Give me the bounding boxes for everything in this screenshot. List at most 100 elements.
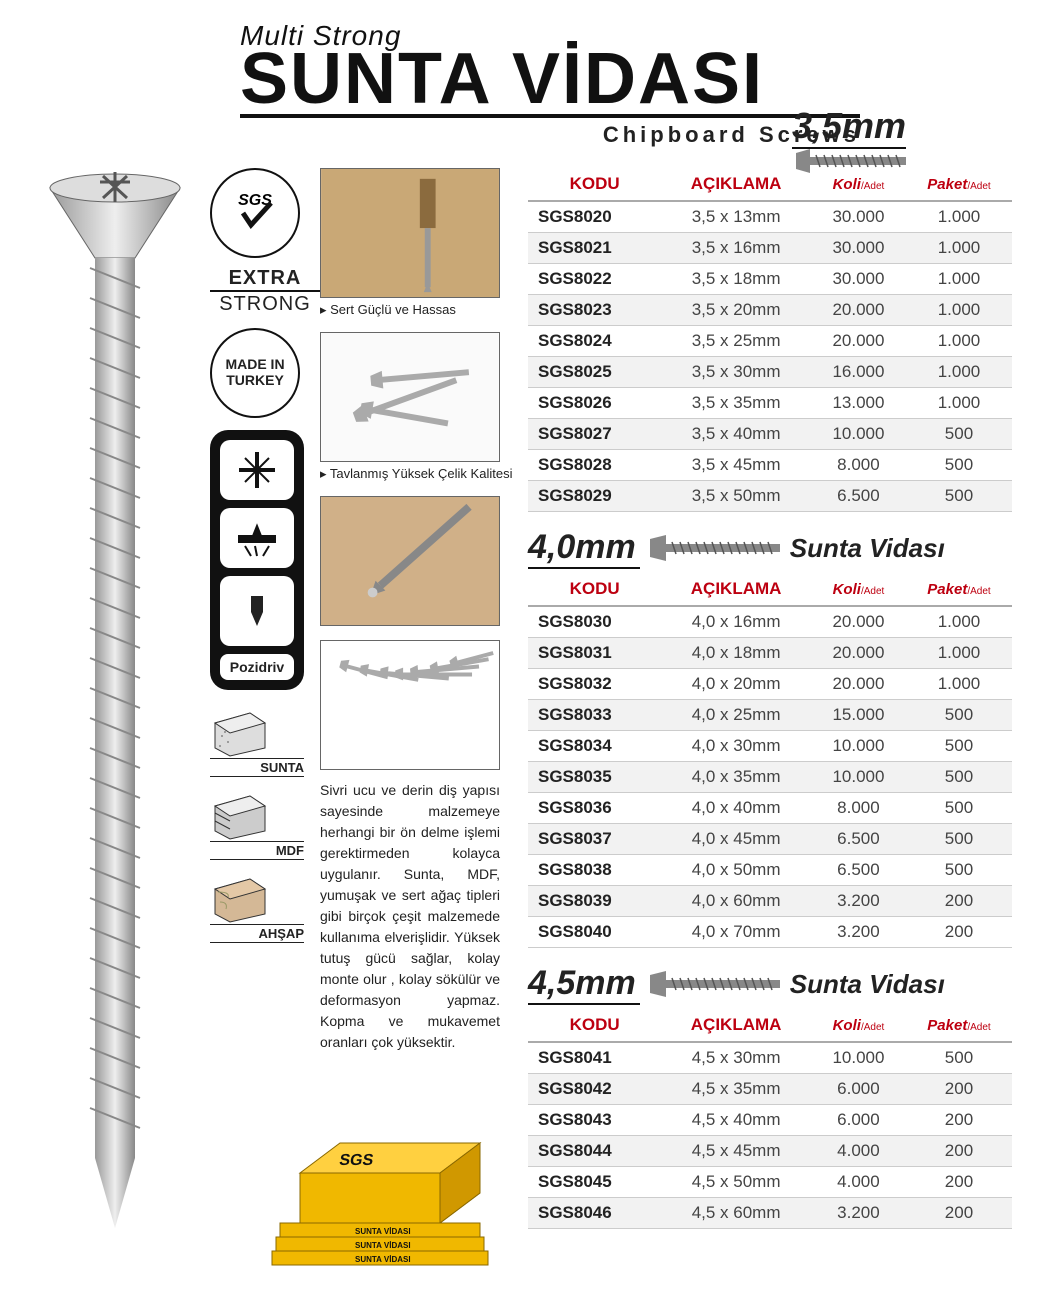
cell-code: SGS8041 bbox=[528, 1042, 661, 1074]
cell-koli: 20.000 bbox=[811, 668, 906, 699]
cell-code: SGS8025 bbox=[528, 356, 661, 387]
cell-paket: 500 bbox=[906, 1042, 1012, 1074]
cell-koli: 10.000 bbox=[811, 730, 906, 761]
table-row: SGS80283,5 x 45mm8.000500 bbox=[528, 449, 1012, 480]
th-kodu: KODU bbox=[528, 573, 661, 606]
cell-koli: 10.000 bbox=[811, 761, 906, 792]
cell-koli: 20.000 bbox=[811, 325, 906, 356]
cell-koli: 30.000 bbox=[811, 201, 906, 233]
th-koli: Koli/Adet bbox=[811, 573, 906, 606]
extra-label: EXTRA bbox=[210, 268, 320, 288]
countersink-icon bbox=[220, 508, 294, 568]
cell-desc: 3,5 x 35mm bbox=[661, 387, 811, 418]
table-row: SGS80404,0 x 70mm3.200200 bbox=[528, 916, 1012, 947]
cell-paket: 500 bbox=[906, 480, 1012, 511]
cell-koli: 13.000 bbox=[811, 387, 906, 418]
cell-paket: 1.000 bbox=[906, 294, 1012, 325]
cell-desc: 4,0 x 25mm bbox=[661, 699, 811, 730]
cell-code: SGS8046 bbox=[528, 1197, 661, 1228]
cell-code: SGS8029 bbox=[528, 480, 661, 511]
table-row: SGS80273,5 x 40mm10.000500 bbox=[528, 418, 1012, 449]
cell-desc: 3,5 x 16mm bbox=[661, 232, 811, 263]
col-tables: KODUAÇIKLAMAKoli/AdetPaket/AdetSGS80203,… bbox=[520, 158, 1012, 1288]
table-row: SGS80364,0 x 40mm8.000500 bbox=[528, 792, 1012, 823]
screw-icon bbox=[650, 535, 780, 561]
material-ahsap bbox=[210, 874, 304, 924]
table-row: SGS80314,0 x 18mm20.0001.000 bbox=[528, 637, 1012, 668]
cell-desc: 4,5 x 45mm bbox=[661, 1135, 811, 1166]
table-row: SGS80263,5 x 35mm13.0001.000 bbox=[528, 387, 1012, 418]
cell-code: SGS8043 bbox=[528, 1104, 661, 1135]
cell-code: SGS8028 bbox=[528, 449, 661, 480]
cell-desc: 4,0 x 35mm bbox=[661, 761, 811, 792]
cell-code: SGS8027 bbox=[528, 418, 661, 449]
cell-code: SGS8044 bbox=[528, 1135, 661, 1166]
cell-desc: 4,5 x 30mm bbox=[661, 1042, 811, 1074]
cell-koli: 20.000 bbox=[811, 637, 906, 668]
table-row: SGS80304,0 x 16mm20.0001.000 bbox=[528, 606, 1012, 638]
cell-desc: 3,5 x 45mm bbox=[661, 449, 811, 480]
th-aciklama: AÇIKLAMA bbox=[661, 573, 811, 606]
cell-paket: 1.000 bbox=[906, 232, 1012, 263]
th-aciklama: AÇIKLAMA bbox=[661, 1009, 811, 1042]
cell-code: SGS8038 bbox=[528, 854, 661, 885]
cell-paket: 500 bbox=[906, 854, 1012, 885]
cell-code: SGS8033 bbox=[528, 699, 661, 730]
photo-2-caption: ▸ Tavlanmış Yüksek Çelik Kalitesi bbox=[320, 466, 520, 482]
cell-paket: 200 bbox=[906, 916, 1012, 947]
section-title: Sunta Vidası bbox=[790, 969, 945, 1000]
cell-paket: 500 bbox=[906, 761, 1012, 792]
table-row: SGS80253,5 x 30mm16.0001.000 bbox=[528, 356, 1012, 387]
table-row: SGS80454,5 x 50mm4.000200 bbox=[528, 1166, 1012, 1197]
cell-desc: 3,5 x 50mm bbox=[661, 480, 811, 511]
th-kodu: KODU bbox=[528, 168, 661, 201]
cell-koli: 6.000 bbox=[811, 1073, 906, 1104]
cell-paket: 500 bbox=[906, 823, 1012, 854]
cell-desc: 4,5 x 35mm bbox=[661, 1073, 811, 1104]
section-header: 4,5mmSunta Vidası bbox=[528, 964, 1012, 1005]
table-row: SGS80334,0 x 25mm15.000500 bbox=[528, 699, 1012, 730]
cell-koli: 10.000 bbox=[811, 1042, 906, 1074]
cell-desc: 4,0 x 16mm bbox=[661, 606, 811, 638]
cell-paket: 1.000 bbox=[906, 356, 1012, 387]
strong-label: STRONG bbox=[210, 290, 320, 314]
cell-paket: 1.000 bbox=[906, 263, 1012, 294]
made-country-label: TURKEY bbox=[225, 373, 284, 388]
cell-koli: 16.000 bbox=[811, 356, 906, 387]
cell-code: SGS8039 bbox=[528, 885, 661, 916]
cell-koli: 8.000 bbox=[811, 792, 906, 823]
cell-desc: 4,0 x 20mm bbox=[661, 668, 811, 699]
cell-code: SGS8040 bbox=[528, 916, 661, 947]
cell-desc: 3,5 x 25mm bbox=[661, 325, 811, 356]
cell-paket: 200 bbox=[906, 1166, 1012, 1197]
cell-desc: 3,5 x 18mm bbox=[661, 263, 811, 294]
cell-paket: 500 bbox=[906, 730, 1012, 761]
cell-koli: 10.000 bbox=[811, 418, 906, 449]
photo-4 bbox=[320, 640, 500, 770]
cell-paket: 1.000 bbox=[906, 668, 1012, 699]
cell-code: SGS8042 bbox=[528, 1073, 661, 1104]
photo-1-caption: ▸ Sert Güçlü ve Hassas bbox=[320, 302, 520, 318]
cell-code: SGS8031 bbox=[528, 637, 661, 668]
cell-code: SGS8020 bbox=[528, 201, 661, 233]
cell-koli: 4.000 bbox=[811, 1135, 906, 1166]
cell-paket: 200 bbox=[906, 1104, 1012, 1135]
cell-paket: 200 bbox=[906, 885, 1012, 916]
pozidriv-label: Pozidriv bbox=[220, 654, 294, 680]
cell-code: SGS8045 bbox=[528, 1166, 661, 1197]
cell-paket: 500 bbox=[906, 449, 1012, 480]
header-subtitle2: Chipboard Screws bbox=[240, 122, 860, 148]
cell-desc: 4,0 x 70mm bbox=[661, 916, 811, 947]
table-row: SGS80243,5 x 25mm20.0001.000 bbox=[528, 325, 1012, 356]
cell-code: SGS8035 bbox=[528, 761, 661, 792]
table-row: SGS80414,5 x 30mm10.000500 bbox=[528, 1042, 1012, 1074]
th-koli: Koli/Adet bbox=[811, 1009, 906, 1042]
cell-code: SGS8021 bbox=[528, 232, 661, 263]
cell-code: SGS8026 bbox=[528, 387, 661, 418]
cell-code: SGS8024 bbox=[528, 325, 661, 356]
cell-koli: 3.200 bbox=[811, 885, 906, 916]
table-row: SGS80223,5 x 18mm30.0001.000 bbox=[528, 263, 1012, 294]
top-size-block: 3,5mm bbox=[792, 105, 1012, 173]
cell-koli: 8.000 bbox=[811, 449, 906, 480]
cell-paket: 1.000 bbox=[906, 387, 1012, 418]
